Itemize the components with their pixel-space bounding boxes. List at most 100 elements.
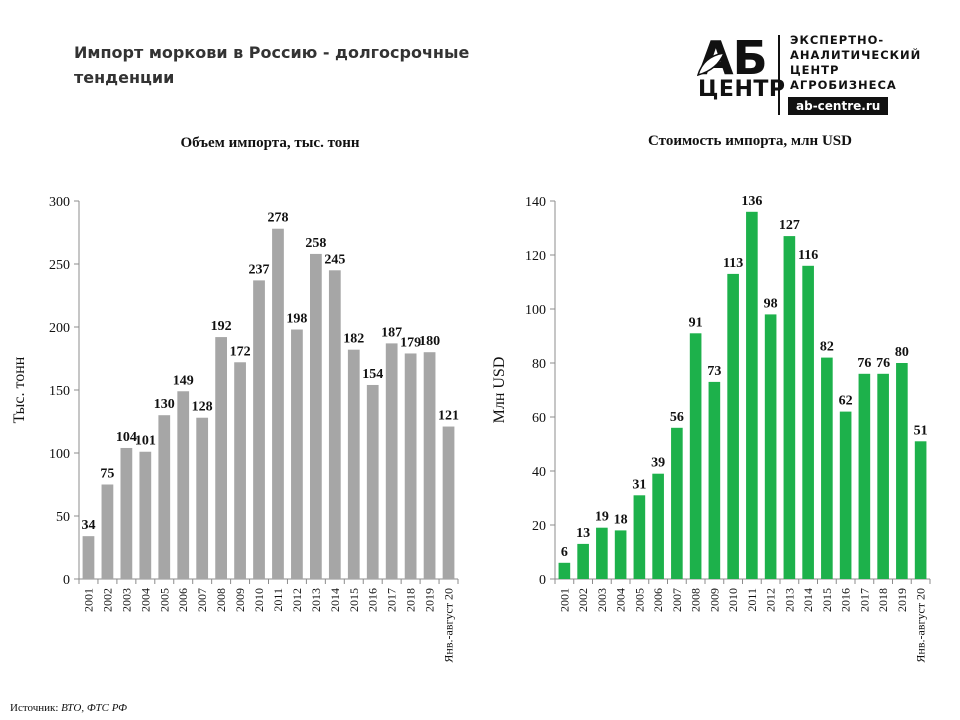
y-tick-label: 80	[532, 357, 546, 372]
source-note: Источник: ВТО, ФТС РФ	[10, 702, 127, 714]
data-label: 91	[689, 315, 703, 330]
x-tick-label: 2001	[81, 588, 95, 612]
bar	[253, 280, 265, 579]
x-tick-label: 2005	[157, 588, 171, 612]
data-label: 101	[135, 434, 156, 449]
bar	[652, 473, 664, 579]
chart-title-value: Стоимость импорта, млн USD	[648, 133, 852, 149]
bar	[139, 451, 152, 579]
bar	[196, 417, 209, 579]
bar	[328, 270, 341, 579]
bar	[291, 329, 303, 579]
y-tick-label: 150	[49, 384, 70, 399]
bar	[764, 314, 777, 579]
y-tick-label: 120	[525, 249, 546, 264]
bar	[802, 265, 814, 579]
bar	[423, 352, 436, 579]
x-tick-label: 2013	[782, 588, 796, 612]
x-tick-label: 2016	[839, 588, 853, 612]
data-label: 136	[741, 194, 762, 209]
logo-divider	[778, 35, 780, 115]
x-tick-label: 2005	[632, 588, 646, 612]
x-tick-label: 2010	[726, 588, 740, 612]
source-label: Источник:	[10, 702, 59, 714]
data-label: 149	[173, 373, 194, 388]
x-tick-label: 2002	[100, 588, 114, 612]
y-tick-label: 250	[49, 258, 70, 273]
x-tick-label: 2015	[347, 588, 361, 612]
data-label: 62	[839, 394, 853, 409]
bar	[727, 273, 739, 579]
data-label: 180	[419, 334, 440, 349]
data-label: 116	[798, 248, 818, 263]
x-tick-label: 2013	[309, 588, 323, 612]
source-value: ВТО, ФТС РФ	[61, 702, 127, 714]
data-label: 121	[438, 409, 459, 424]
x-tick-label: 2008	[214, 588, 228, 612]
data-label: 51	[914, 423, 928, 438]
bar	[839, 411, 852, 579]
x-tick-label: 2002	[576, 588, 590, 612]
bar	[158, 415, 171, 579]
x-tick-label: 2004	[614, 588, 628, 612]
x-tick-label: Янв.-август 20	[914, 588, 928, 663]
bar	[914, 441, 927, 579]
bar	[558, 562, 571, 579]
logo-line: ЭКСПЕРТНО-	[790, 33, 885, 47]
x-tick-label: 2007	[670, 588, 684, 612]
bar	[177, 391, 190, 579]
leaf-icon	[696, 52, 726, 77]
bar	[614, 530, 627, 579]
data-label: 80	[895, 345, 909, 360]
x-tick-label: 2011	[271, 588, 285, 612]
data-label: 172	[230, 344, 251, 359]
bar	[877, 373, 889, 579]
chart-title-volume: Объем импорта, тыс. тонн	[180, 135, 360, 151]
logo-line: АГРОБИЗНЕСА	[790, 78, 897, 92]
bar	[689, 333, 702, 579]
data-label: 198	[286, 312, 307, 327]
x-tick-label: 2003	[595, 588, 609, 612]
x-tick-label: 2017	[857, 588, 871, 612]
x-tick-label: 2019	[423, 588, 437, 612]
bar	[82, 536, 95, 579]
data-label: 76	[876, 356, 890, 371]
bar	[310, 253, 322, 580]
bar	[366, 384, 379, 579]
y-tick-label: 200	[49, 321, 70, 336]
bar	[596, 527, 608, 579]
bar	[858, 373, 871, 579]
bar	[234, 362, 246, 579]
bar	[821, 357, 833, 579]
data-label: 245	[324, 252, 345, 267]
data-label: 237	[249, 262, 270, 277]
data-label: 258	[305, 236, 326, 251]
x-tick-label: Янв.-август 20	[442, 588, 456, 663]
x-tick-label: 2011	[745, 588, 759, 612]
x-tick-label: 2012	[764, 588, 778, 612]
value-chart: 0 20 40 60 80 100 120 140 Млн USD 6 2001 13 2002 19 20…	[491, 194, 931, 663]
x-tick-label: 2015	[820, 588, 834, 612]
data-label: 76	[857, 356, 871, 371]
bar	[404, 353, 417, 579]
x-tick-label: 2010	[252, 588, 266, 612]
y-tick-label: 50	[56, 510, 70, 525]
data-label: 127	[779, 218, 800, 233]
page-title: Импорт моркови в Россию - долгосрочные т…	[74, 43, 470, 87]
logo-line: ЦЕНТР	[790, 63, 840, 77]
logo-tagline: ЭКСПЕРТНО- АНАЛИТИЧЕСКИЙ ЦЕНТР АГРОБИЗНЕ…	[790, 33, 921, 93]
y-axis-title: Тыс. тонн	[11, 356, 28, 423]
data-label: 98	[764, 296, 778, 311]
bar	[577, 543, 589, 579]
data-label: 182	[343, 332, 364, 347]
data-label: 75	[100, 467, 114, 482]
x-tick-label: 2012	[290, 588, 304, 612]
y-tick-label: 100	[525, 303, 546, 318]
data-label: 31	[632, 477, 646, 492]
bar	[385, 343, 398, 579]
y-tick-label: 140	[525, 195, 546, 210]
logo-mark: АБ ЦЕНТР	[692, 33, 785, 105]
bar	[442, 426, 455, 579]
x-tick-label: 2003	[119, 588, 133, 612]
x-tick-label: 2019	[895, 588, 909, 612]
